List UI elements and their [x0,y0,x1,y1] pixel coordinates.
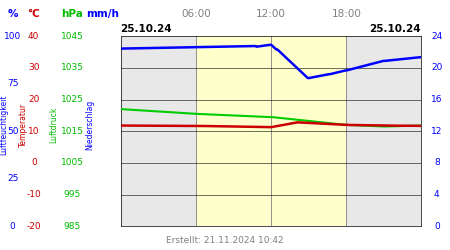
Text: 25.10.24: 25.10.24 [369,24,421,34]
Text: 12: 12 [431,127,442,136]
Text: -20: -20 [27,222,41,231]
Text: 1005: 1005 [60,158,84,168]
Bar [196,36,346,226]
Text: 1025: 1025 [61,95,83,104]
Text: 0: 0 [31,158,36,168]
Text: hPa: hPa [61,9,83,19]
Text: %: % [7,9,18,19]
Text: 20: 20 [431,64,442,72]
Text: mm/h: mm/h [86,9,119,19]
Text: 1045: 1045 [61,32,83,41]
Text: 1015: 1015 [60,127,84,136]
Text: 12:00: 12:00 [256,9,286,19]
Text: 0: 0 [434,222,440,231]
Text: 75: 75 [7,79,18,88]
Text: Temperatur: Temperatur [19,103,28,147]
Text: 16: 16 [431,95,443,104]
Text: 995: 995 [63,190,81,199]
Text: 25.10.24: 25.10.24 [121,24,172,34]
Text: 18:00: 18:00 [332,9,361,19]
Text: 06:00: 06:00 [181,9,211,19]
Text: 0: 0 [10,222,15,231]
Text: -10: -10 [27,190,41,199]
Text: 100: 100 [4,32,21,41]
Text: 50: 50 [7,127,18,136]
Text: 20: 20 [28,95,40,104]
Text: °C: °C [27,9,40,19]
Text: 24: 24 [431,32,442,41]
Text: 8: 8 [434,158,440,168]
Text: 25: 25 [7,174,18,183]
Text: 1035: 1035 [60,64,84,72]
Text: 40: 40 [28,32,40,41]
Text: 30: 30 [28,64,40,72]
Text: Niederschlag: Niederschlag [86,100,94,150]
Text: 10: 10 [28,127,40,136]
Text: 4: 4 [434,190,440,199]
Text: Luftfeuchtigkeit: Luftfeuchtigkeit [0,95,8,155]
Text: Erstellt: 21.11.2024 10:42: Erstellt: 21.11.2024 10:42 [166,236,284,244]
Text: Luftdruck: Luftdruck [50,107,58,143]
Text: 985: 985 [63,222,81,231]
